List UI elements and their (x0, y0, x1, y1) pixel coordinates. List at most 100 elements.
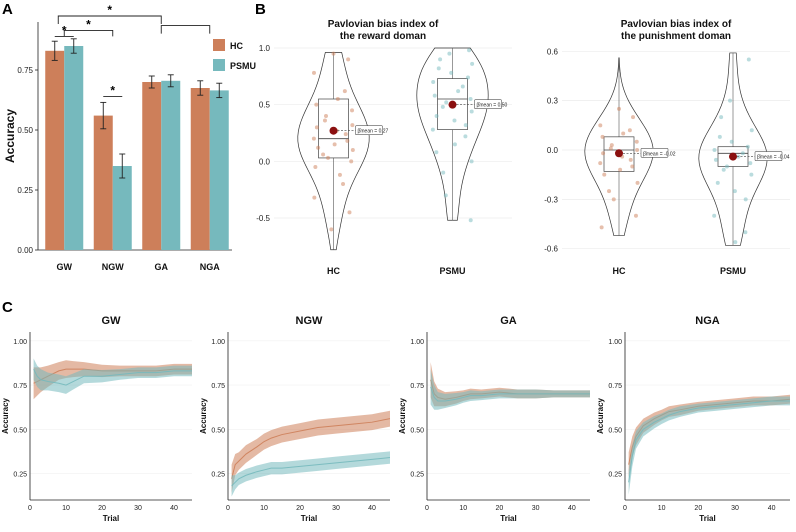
data-point (443, 193, 448, 198)
data-point (434, 114, 439, 118)
y-tick-label: 0.3 (547, 97, 559, 106)
data-point (343, 132, 348, 137)
data-point (631, 115, 636, 120)
x-tick-label: 40 (368, 505, 376, 512)
data-point (745, 144, 750, 149)
mean-label-value: -0.02 (664, 151, 676, 157)
significance-star: * (86, 17, 91, 31)
data-point (749, 128, 754, 133)
y-axis-title: Accuracy (3, 109, 17, 163)
line-psmu (430, 386, 590, 402)
significance-bracket (63, 29, 114, 37)
significance-bracket (57, 15, 162, 24)
mean-label: β̄mean = 0.27 (358, 129, 389, 135)
data-point (337, 172, 342, 177)
data-point (712, 213, 717, 218)
x-tick-label: 0 (28, 505, 32, 512)
y-tick-label: 1.00 (13, 339, 27, 346)
data-point (724, 164, 729, 169)
y-tick-label: 1.0 (259, 44, 271, 53)
line-psmu (231, 457, 391, 487)
data-point (740, 151, 745, 156)
x-tick-label: 30 (532, 505, 540, 512)
data-point (326, 155, 331, 160)
data-point (341, 182, 346, 186)
y-tick-label: 0.50 (410, 427, 424, 434)
data-point (467, 48, 472, 53)
data-point (601, 151, 606, 156)
chart-title: NGA (695, 315, 720, 327)
data-point (349, 159, 354, 164)
x-tick-label-psmu: PSMU (720, 266, 746, 276)
y-axis-title: Accuracy (199, 397, 208, 434)
chart-title-line1: Pavlovian bias index of (621, 19, 732, 30)
data-point (617, 106, 621, 111)
data-point (608, 146, 613, 151)
line-chart-gw: GW 0.25 0.50 0.75 1.00 0 10 20 30 40 Trial Accuracy (1, 315, 192, 523)
x-tick-label: 20 (496, 505, 504, 512)
x-tick-label: 20 (296, 505, 304, 512)
y-tick-label: 0.6 (547, 47, 559, 56)
panel-c-line-charts: GW 0.25 0.50 0.75 1.00 0 10 20 30 40 Trial Accuracy… (1, 315, 791, 523)
y-tick-label: 0.50 (17, 126, 33, 135)
data-point (456, 89, 461, 94)
y-tick-label: 0.50 (608, 427, 622, 434)
y-axis-title: Accuracy (398, 397, 407, 434)
data-point (469, 159, 474, 164)
data-point (463, 123, 468, 128)
line-chart-ngw: NGW 0.25 0.50 0.75 1.00 0 10 20 30 40 Trial Accurac… (199, 315, 391, 523)
chart-title-line2: the reward doman (340, 31, 426, 42)
mean-label: β̄mean = 0.50 (477, 103, 508, 109)
ribbon-hc (231, 410, 390, 493)
data-point (346, 57, 351, 62)
data-point (436, 66, 441, 71)
ribbon-psmu (628, 396, 790, 495)
data-point (732, 189, 737, 194)
y-tick-label: -0.5 (256, 214, 270, 223)
y-tick-label: 1.00 (608, 339, 622, 346)
data-point (635, 180, 640, 185)
y-tick-label: 0.75 (608, 383, 622, 390)
data-point (430, 127, 435, 132)
y-tick-label: 0.00 (17, 246, 33, 255)
significance-star: * (110, 83, 115, 97)
mean-label-prefix: β̄mean = (358, 129, 379, 135)
ribbon-psmu (430, 369, 590, 410)
data-point (350, 123, 355, 128)
x-axis-title: Trial (301, 514, 317, 523)
mean-marker (448, 100, 457, 109)
mean-label: β̄mean = -0.04 (757, 155, 790, 161)
x-tick-label: 10 (459, 505, 467, 512)
data-point (712, 148, 717, 152)
data-point (312, 195, 317, 200)
data-point (728, 98, 733, 103)
bar-hc-ngw (93, 115, 113, 250)
y-tick-label: 1.00 (410, 339, 424, 346)
data-point (434, 150, 439, 155)
data-point (607, 189, 612, 194)
x-tick-label-psmu: PSMU (439, 266, 465, 276)
data-point (311, 70, 316, 75)
data-point (432, 93, 437, 98)
chart-title-line2: the punishment doman (621, 31, 731, 42)
data-point (721, 167, 726, 172)
y-tick-label: 0.25 (17, 186, 33, 195)
data-point (634, 139, 639, 144)
data-point (598, 161, 603, 166)
x-tick-label: 30 (134, 505, 142, 512)
y-axis-title: Accuracy (1, 397, 10, 434)
violin-psmu (416, 47, 489, 221)
violin-psmu (698, 52, 768, 246)
data-point (719, 115, 724, 120)
data-point (350, 108, 355, 113)
mean-marker (329, 126, 338, 135)
data-point (449, 70, 454, 75)
data-point (313, 165, 318, 169)
x-tick-label: 20 (98, 505, 106, 512)
legend-label-psmu: PSMU (230, 61, 256, 71)
data-point (345, 138, 350, 143)
bar-hc-nga (190, 88, 210, 250)
data-point (329, 227, 334, 232)
line-hc (231, 418, 391, 479)
